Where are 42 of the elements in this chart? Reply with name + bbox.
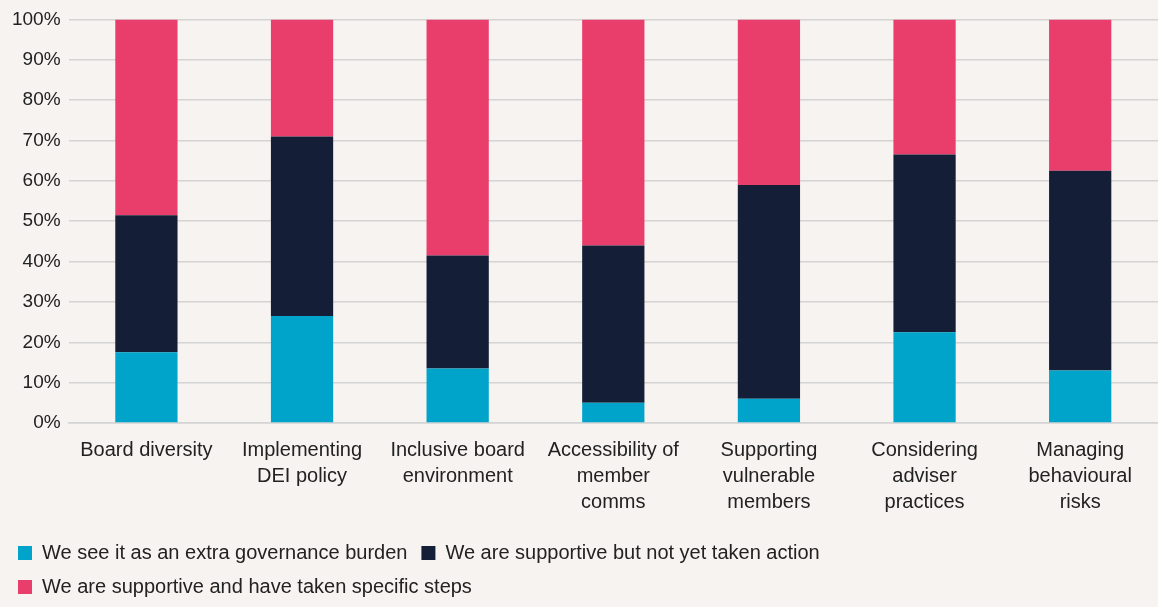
legend-label: We see it as an extra governance burden	[42, 540, 408, 563]
y-tick-label: 20%	[22, 330, 61, 352]
y-tick-label: 100%	[11, 7, 61, 29]
y-tick-label: 80%	[22, 88, 61, 110]
bar	[737, 19, 801, 185]
y-tick-label: 0%	[33, 411, 61, 433]
bar	[582, 19, 645, 246]
bar	[115, 215, 178, 353]
bar	[1049, 370, 1112, 423]
y-tick-label: 40%	[22, 249, 61, 271]
x-tick-label: Inclusive board environment	[390, 437, 525, 486]
bar	[893, 19, 956, 155]
y-tick-label: 30%	[22, 290, 61, 312]
legend-label: We are supportive and have taken specific steps	[42, 574, 472, 597]
bar	[426, 368, 489, 423]
bar	[115, 352, 178, 423]
x-tick-label: Supporting vulnerable members	[720, 437, 818, 512]
bar	[737, 398, 801, 423]
bar	[270, 136, 334, 317]
bar	[115, 19, 178, 216]
bar	[1049, 170, 1112, 371]
bar	[893, 154, 956, 333]
bar	[893, 332, 956, 423]
y-tick-label: 10%	[22, 370, 61, 392]
bar	[426, 19, 489, 256]
y-tick-label: 60%	[22, 169, 61, 191]
x-tick-label: Implementing DEI policy	[242, 437, 363, 486]
x-tick-label: Board diversity	[80, 437, 213, 460]
bar	[582, 245, 645, 403]
bar	[737, 184, 801, 399]
bar	[270, 19, 334, 137]
bar	[1049, 19, 1112, 171]
x-tick-label: Accessibility of member comms	[547, 437, 680, 512]
bar	[270, 316, 334, 423]
bar	[582, 402, 645, 423]
y-tick-label: 90%	[22, 47, 61, 69]
y-tick-label: 50%	[22, 209, 61, 231]
legend-label: We are supportive but not yet taken action	[445, 540, 820, 563]
y-tick-label: 70%	[22, 128, 61, 150]
bar	[426, 255, 489, 369]
x-tick-label: Considering adviser practices	[871, 437, 978, 512]
x-tick-label: Managing behavioural risks	[1028, 437, 1132, 512]
